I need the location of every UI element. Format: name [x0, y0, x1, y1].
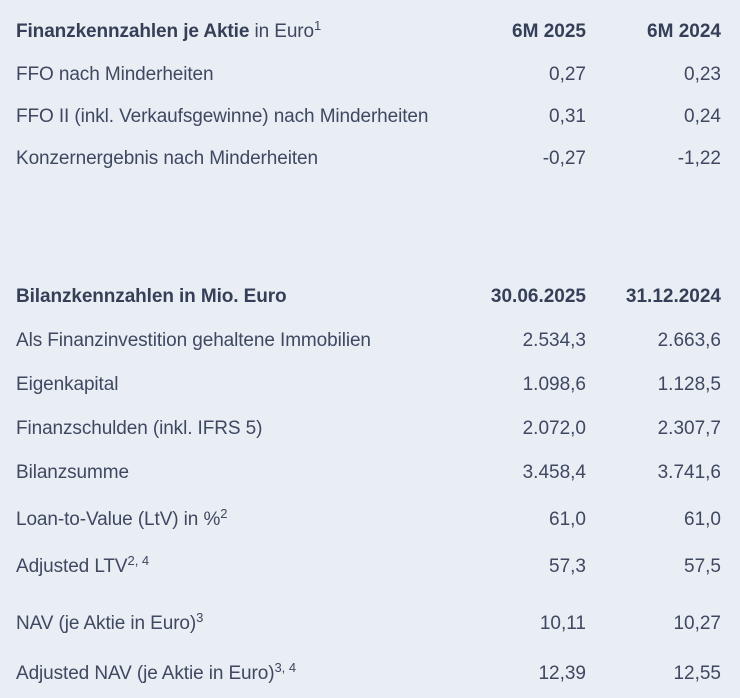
value-current: 61,0 [549, 509, 586, 530]
value-current: -0,27 [542, 148, 586, 169]
table-row: Eigenkapital 1.098,6 1.128,5 [16, 363, 721, 407]
value-current: 2.072,0 [522, 418, 586, 439]
footnote-ref: 3, 4 [274, 660, 297, 675]
column-header-31-12-2024: 31.12.2024 [625, 286, 721, 307]
row-label: Konzernergebnis nach Minderheiten [16, 148, 318, 169]
per-share-table-title: Finanzkennzahlen je Aktie in Euro1 [16, 18, 451, 43]
value-previous: 12,55 [673, 663, 721, 684]
value-previous: 57,5 [684, 556, 721, 577]
value-current: 0,27 [549, 64, 586, 85]
row-label: NAV (je Aktie in Euro)3 [16, 610, 204, 634]
balance-sheet-figures-table: Bilanzkennzahlen in Mio. Euro 30.06.2025… [16, 275, 721, 696]
balance-table-title: Bilanzkennzahlen in Mio. Euro [16, 286, 287, 307]
footnote-ref: 3 [196, 610, 204, 625]
row-label: Bilanzsumme [16, 462, 129, 483]
row-label: FFO II (inkl. Verkaufsgewinne) nach Mind… [16, 106, 429, 127]
value-previous: 10,27 [673, 613, 721, 634]
table-row: Adjusted LTV2, 4 57,3 57,5 [16, 545, 721, 589]
row-label: FFO nach Minderheiten [16, 64, 214, 85]
table-row: Konzernergebnis nach Minderheiten -0,27 … [16, 138, 721, 180]
value-previous: 1.128,5 [657, 374, 721, 395]
value-current: 57,3 [549, 556, 586, 577]
footnote-ref: 2, 4 [127, 553, 150, 568]
value-previous: 3.741,6 [657, 462, 721, 483]
row-label: Adjusted NAV (je Aktie in Euro)3, 4 [16, 660, 297, 684]
per-share-table-title-bold: Finanzkennzahlen je Aktie [16, 21, 250, 42]
row-label: Loan-to-Value (LtV) in %2 [16, 506, 228, 530]
table-row: Bilanzsumme 3.458,4 3.741,6 [16, 451, 721, 495]
value-previous: -1,22 [677, 148, 721, 169]
value-current: 3.458,4 [522, 462, 586, 483]
table-row: FFO II (inkl. Verkaufsgewinne) nach Mind… [16, 96, 721, 138]
table-row: Finanzschulden (inkl. IFRS 5) 2.072,0 2.… [16, 407, 721, 451]
value-current: 10,11 [539, 613, 586, 634]
table-gap [16, 180, 721, 275]
value-current: 1.098,6 [522, 374, 586, 395]
value-current: 0,31 [549, 106, 586, 127]
value-current: 12,39 [538, 663, 586, 684]
value-previous: 0,24 [684, 106, 721, 127]
table-row: Loan-to-Value (LtV) in %2 61,0 61,0 [16, 498, 721, 542]
row-label: Als Finanzinvestition gehaltene Immobili… [16, 330, 371, 351]
per-share-figures-table: Finanzkennzahlen je Aktie in Euro1 6M 20… [16, 10, 721, 180]
value-previous: 2.307,7 [657, 418, 721, 439]
balance-table-header-row: Bilanzkennzahlen in Mio. Euro 30.06.2025… [16, 275, 721, 319]
column-header-30-06-2025: 30.06.2025 [490, 286, 586, 307]
footnote-ref: 1 [314, 18, 322, 33]
value-previous: 2.663,6 [657, 330, 721, 351]
table-row: Adjusted NAV (je Aktie in Euro)3, 4 12,3… [16, 652, 721, 696]
column-header-6m-2024: 6M 2024 [647, 21, 721, 42]
table-row: Als Finanzinvestition gehaltene Immobili… [16, 319, 721, 363]
table-row: FFO nach Minderheiten 0,27 0,23 [16, 54, 721, 96]
value-previous: 61,0 [684, 509, 721, 530]
column-header-6m-2025: 6M 2025 [512, 21, 586, 42]
footnote-ref: 2 [220, 506, 228, 521]
row-label: Adjusted LTV2, 4 [16, 553, 150, 577]
value-current: 2.534,3 [522, 330, 586, 351]
per-share-table-header-row: Finanzkennzahlen je Aktie in Euro1 6M 20… [16, 10, 721, 54]
table-row: NAV (je Aktie in Euro)3 10,11 10,27 [16, 602, 721, 646]
value-previous: 0,23 [684, 64, 721, 85]
per-share-table-title-unit: in Euro [254, 21, 314, 42]
row-label: Finanzschulden (inkl. IFRS 5) [16, 418, 263, 439]
row-label: Eigenkapital [16, 374, 119, 395]
